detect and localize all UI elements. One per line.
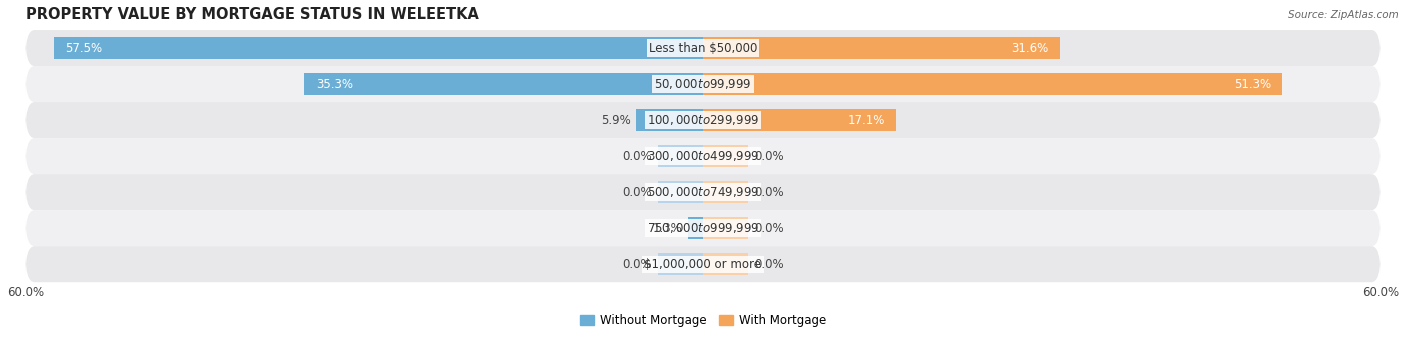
Text: 57.5%: 57.5% [65,42,103,55]
Text: $100,000 to $299,999: $100,000 to $299,999 [647,113,759,127]
FancyBboxPatch shape [25,246,1381,282]
Text: 17.1%: 17.1% [848,114,884,127]
Bar [689,217,703,239]
FancyBboxPatch shape [25,210,1381,246]
Text: 0.0%: 0.0% [623,258,652,271]
Text: 0.0%: 0.0% [754,186,783,199]
FancyBboxPatch shape [25,30,1381,66]
Text: 0.0%: 0.0% [754,258,783,271]
Bar [703,109,896,131]
FancyBboxPatch shape [25,138,1381,174]
Bar [658,181,703,203]
Text: 0.0%: 0.0% [623,186,652,199]
Text: PROPERTY VALUE BY MORTGAGE STATUS IN WELEETKA: PROPERTY VALUE BY MORTGAGE STATUS IN WEL… [25,7,478,22]
Text: 35.3%: 35.3% [316,78,353,91]
FancyBboxPatch shape [25,174,1381,210]
Bar [703,217,748,239]
Bar [703,37,1060,59]
Text: 5.9%: 5.9% [600,114,631,127]
Bar [658,145,703,167]
Bar [703,145,748,167]
Bar [703,253,748,275]
Text: 1.3%: 1.3% [652,222,683,235]
Text: $750,000 to $999,999: $750,000 to $999,999 [647,221,759,235]
Legend: Without Mortgage, With Mortgage: Without Mortgage, With Mortgage [575,309,831,332]
Bar [658,253,703,275]
Text: Source: ZipAtlas.com: Source: ZipAtlas.com [1288,10,1399,20]
Text: 0.0%: 0.0% [754,150,783,163]
Text: Less than $50,000: Less than $50,000 [648,42,758,55]
Bar [703,181,748,203]
Bar [703,73,1282,95]
Bar [53,37,703,59]
Bar [305,73,703,95]
Bar [637,109,703,131]
Text: 31.6%: 31.6% [1011,42,1049,55]
FancyBboxPatch shape [25,102,1381,138]
Text: $1,000,000 or more: $1,000,000 or more [644,258,762,271]
Text: 51.3%: 51.3% [1234,78,1271,91]
Text: $50,000 to $99,999: $50,000 to $99,999 [654,77,752,91]
Text: $300,000 to $499,999: $300,000 to $499,999 [647,149,759,163]
Text: 0.0%: 0.0% [754,222,783,235]
Text: $500,000 to $749,999: $500,000 to $749,999 [647,185,759,199]
Text: 0.0%: 0.0% [623,150,652,163]
FancyBboxPatch shape [25,66,1381,102]
